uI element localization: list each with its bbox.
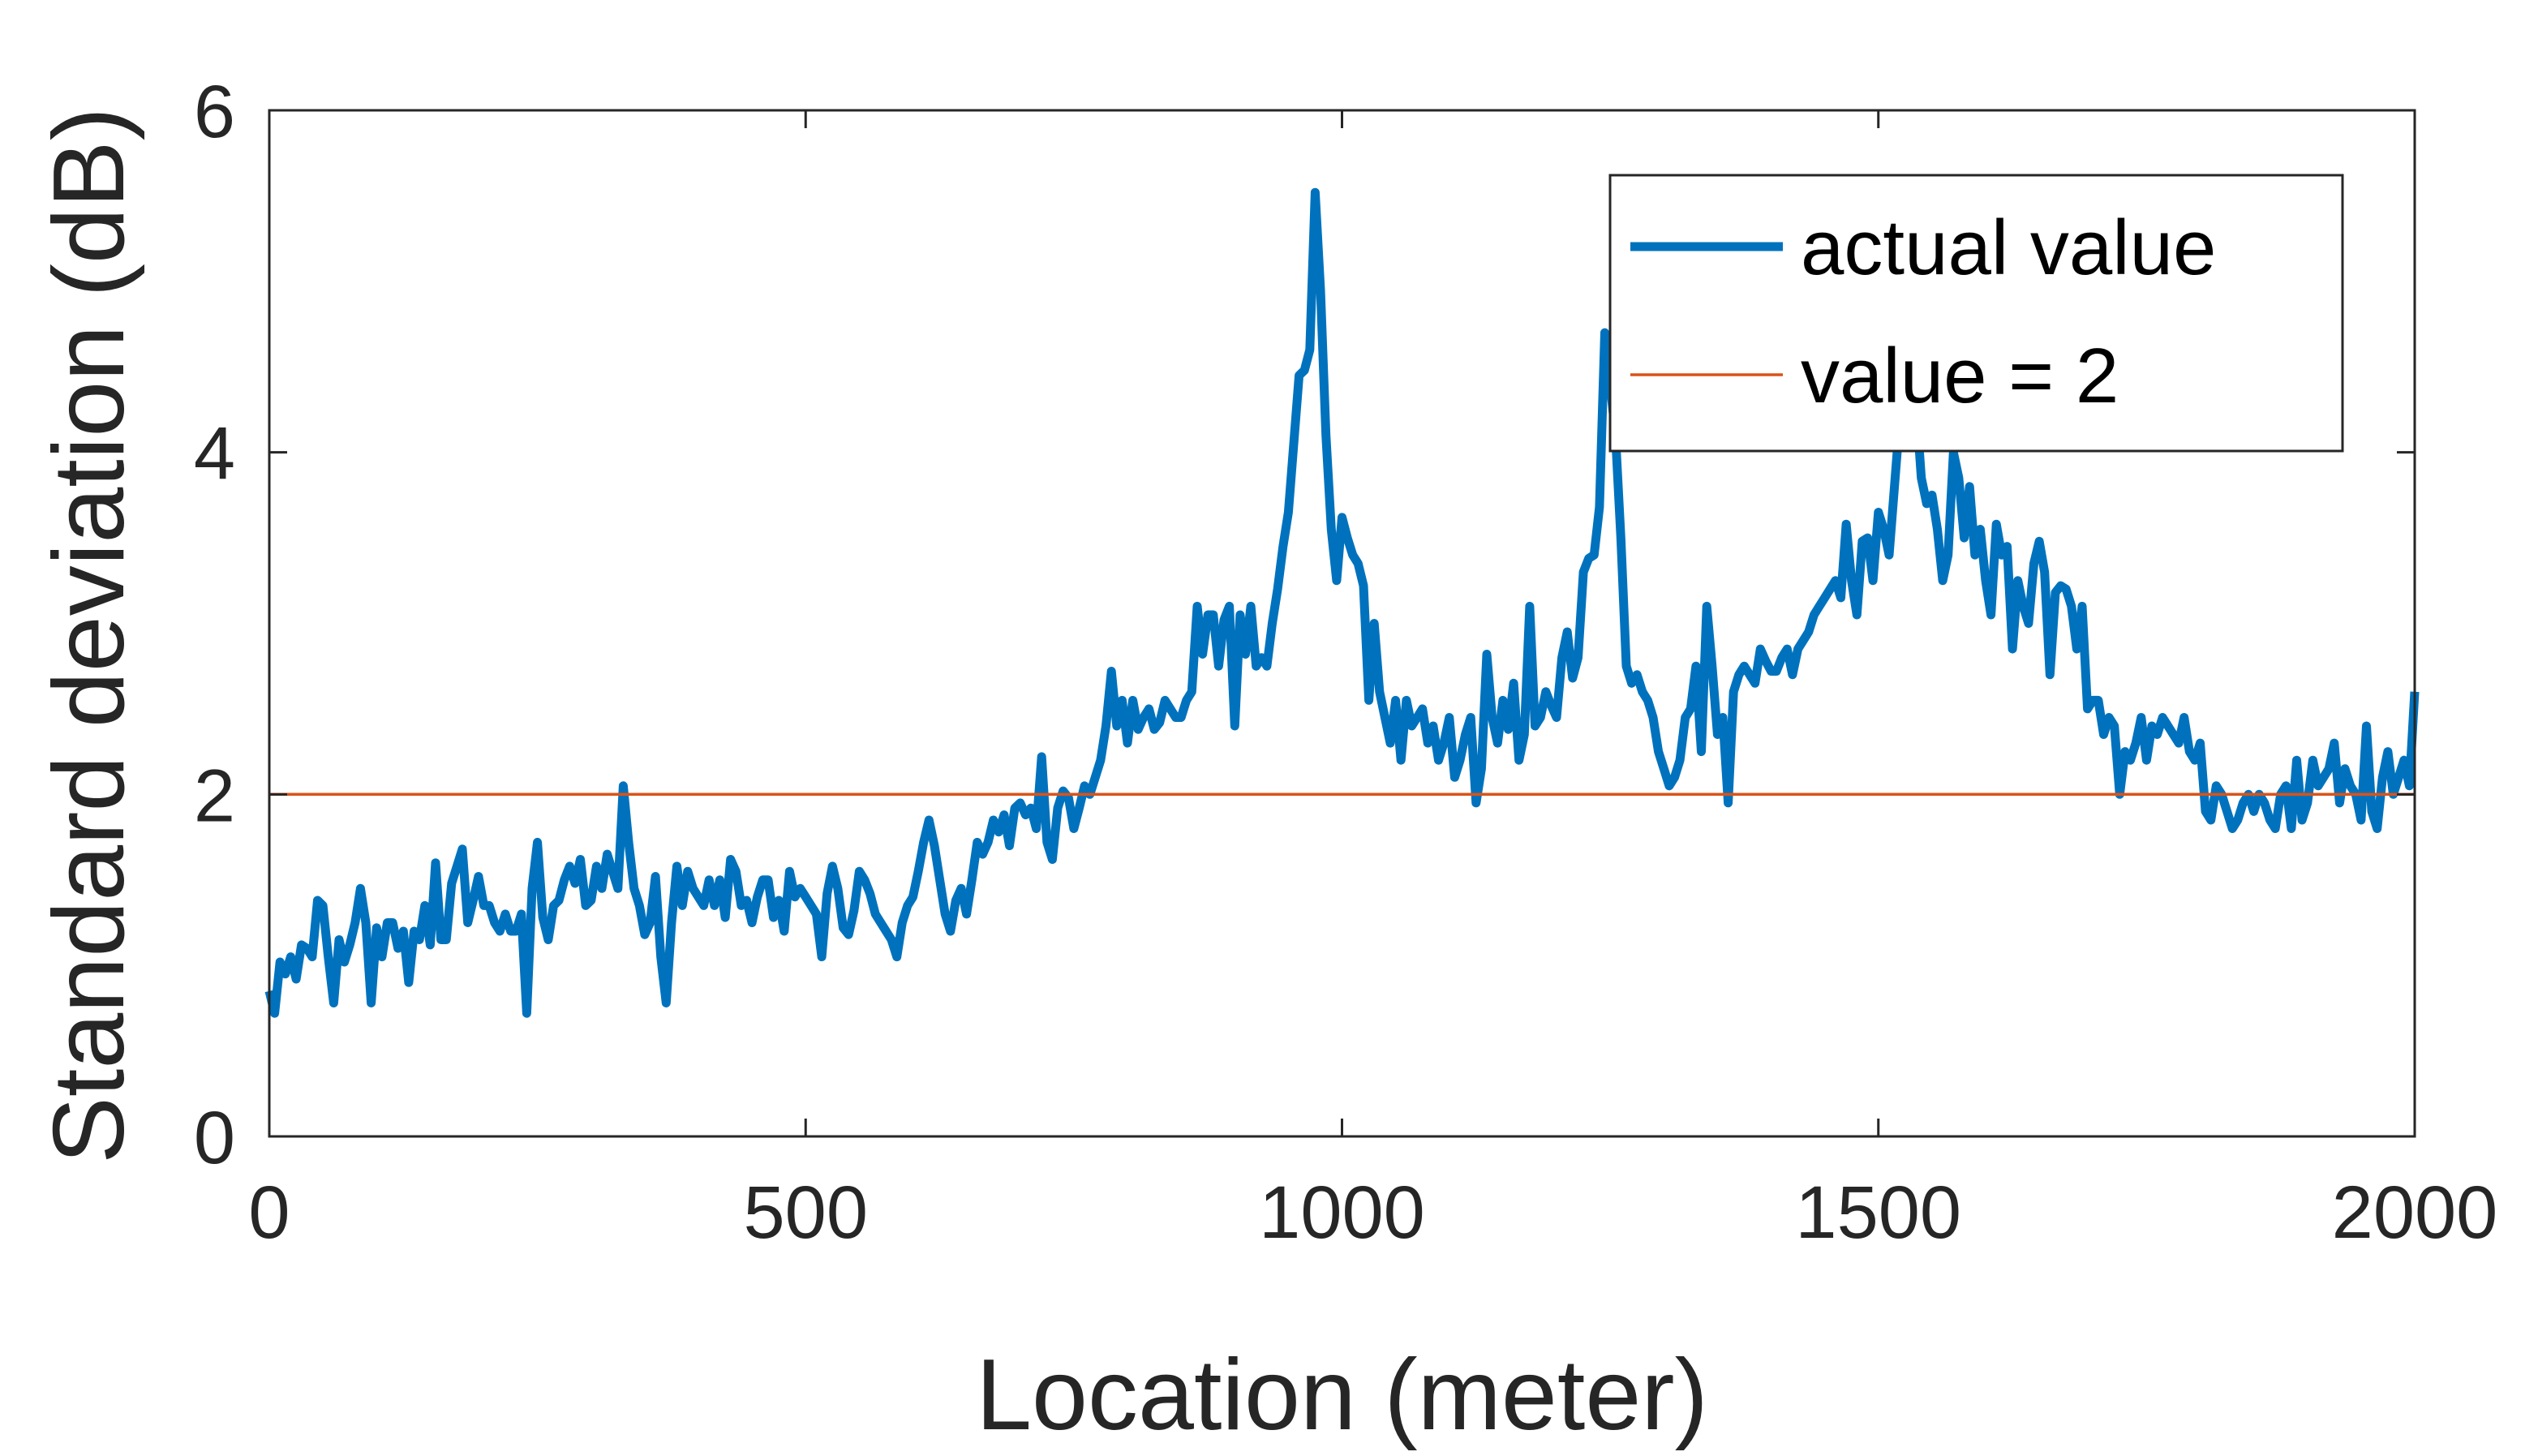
legend-label-1: value = 2 [1801, 333, 2119, 419]
y-tick-label: 2 [194, 754, 235, 837]
x-tick-label: 500 [744, 1171, 869, 1254]
x-tick-label: 0 [248, 1171, 290, 1254]
y-tick-label: 0 [194, 1097, 235, 1179]
x-tick-label: 1500 [1795, 1171, 1961, 1254]
y-axis-label: Standard deviation (dB) [33, 107, 145, 1164]
ticks: 0 500 1000 1500 2000 0 2 4 6 [194, 71, 2498, 1254]
series-layer [264, 187, 2420, 1018]
x-axis-label: Location (meter) [976, 1339, 1708, 1451]
x-tick-label: 2000 [2332, 1171, 2498, 1254]
y-tick-label: 4 [194, 413, 235, 496]
x-tick-label: 1000 [1259, 1171, 1425, 1254]
y-tick-label: 6 [194, 71, 235, 153]
legend-label-0: actual value [1801, 204, 2216, 291]
legend: actual value value = 2 [1608, 174, 2344, 453]
series-line-0 [264, 187, 2420, 1018]
legend-box [1608, 174, 2344, 453]
